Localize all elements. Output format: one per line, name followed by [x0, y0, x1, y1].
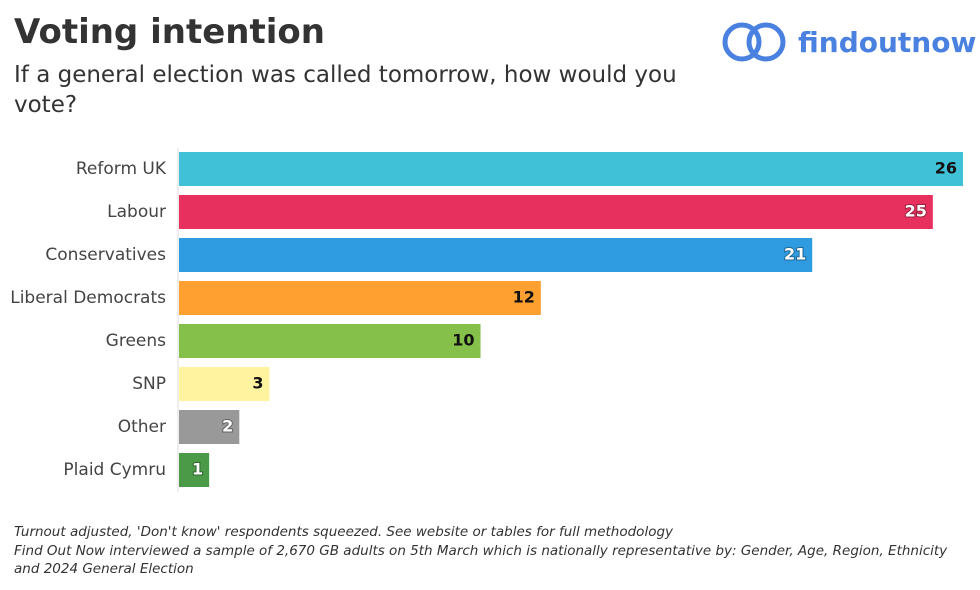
footnote: Turnout adjusted, 'Don't know' responden…	[14, 524, 674, 540]
bar	[179, 238, 813, 272]
bar	[179, 324, 481, 358]
category-label: SNP	[132, 374, 166, 394]
footnote: Find Out Now interviewed a sample of 2,6…	[14, 542, 948, 578]
footnotes: Turnout adjusted, 'Don't know' responden…	[14, 523, 964, 579]
category-label: Greens	[106, 331, 166, 351]
bar	[179, 453, 210, 487]
bar	[179, 367, 270, 401]
category-label: Plaid Cymru	[63, 460, 166, 480]
value-label: 25	[905, 202, 927, 221]
bar	[179, 195, 933, 229]
value-label: 26	[935, 159, 957, 178]
bar	[179, 152, 963, 186]
value-label: 12	[513, 288, 535, 307]
logo-icon	[722, 22, 786, 62]
category-label: Other	[118, 417, 166, 437]
value-label: 1	[192, 460, 203, 479]
value-label: 21	[784, 245, 806, 264]
value-label: 2	[222, 417, 233, 436]
category-label: Conservatives	[45, 245, 166, 265]
category-label: Liberal Democrats	[10, 288, 166, 308]
bar	[179, 281, 541, 315]
brand-logo: findoutnow	[720, 18, 976, 66]
category-label: Labour	[107, 202, 166, 222]
bar	[179, 410, 240, 444]
brand-name: findoutnow	[798, 25, 977, 59]
chart-subtitle: If a general election was called tomorro…	[14, 62, 677, 118]
category-label: Reform UK	[76, 159, 167, 179]
value-label: 10	[452, 331, 474, 350]
value-label: 3	[252, 374, 263, 393]
chart-title: Voting intention	[14, 12, 325, 52]
